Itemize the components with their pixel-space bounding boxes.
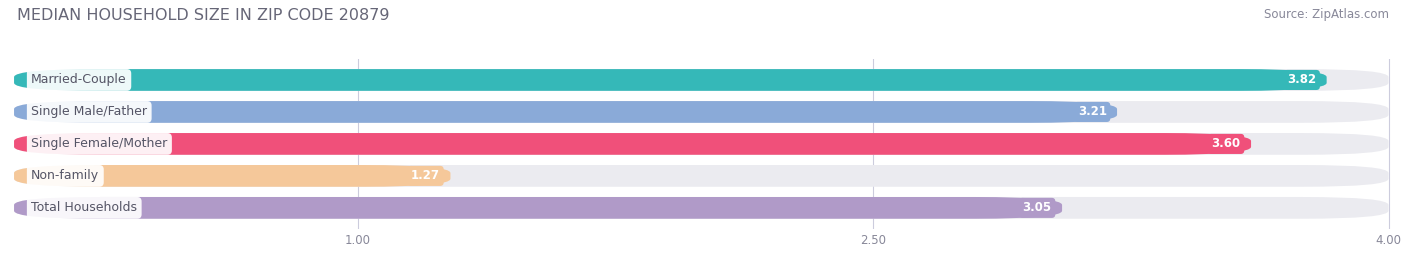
Text: 3.05: 3.05 — [1022, 201, 1052, 214]
FancyBboxPatch shape — [14, 101, 1116, 123]
Text: MEDIAN HOUSEHOLD SIZE IN ZIP CODE 20879: MEDIAN HOUSEHOLD SIZE IN ZIP CODE 20879 — [17, 8, 389, 23]
Text: Non-family: Non-family — [31, 169, 100, 182]
Text: Married-Couple: Married-Couple — [31, 73, 127, 86]
Text: Source: ZipAtlas.com: Source: ZipAtlas.com — [1264, 8, 1389, 21]
Text: 3.60: 3.60 — [1212, 137, 1240, 150]
FancyBboxPatch shape — [14, 101, 1389, 123]
FancyBboxPatch shape — [14, 165, 1389, 187]
Text: 3.82: 3.82 — [1288, 73, 1316, 86]
FancyBboxPatch shape — [14, 69, 1389, 91]
Text: 3.21: 3.21 — [1078, 105, 1107, 118]
FancyBboxPatch shape — [14, 197, 1062, 219]
FancyBboxPatch shape — [14, 133, 1251, 155]
Text: 1.27: 1.27 — [411, 169, 440, 182]
FancyBboxPatch shape — [14, 165, 450, 187]
Text: Single Female/Mother: Single Female/Mother — [31, 137, 167, 150]
FancyBboxPatch shape — [14, 69, 1327, 91]
Text: Total Households: Total Households — [31, 201, 138, 214]
FancyBboxPatch shape — [14, 197, 1389, 219]
Text: Single Male/Father: Single Male/Father — [31, 105, 148, 118]
FancyBboxPatch shape — [14, 133, 1389, 155]
